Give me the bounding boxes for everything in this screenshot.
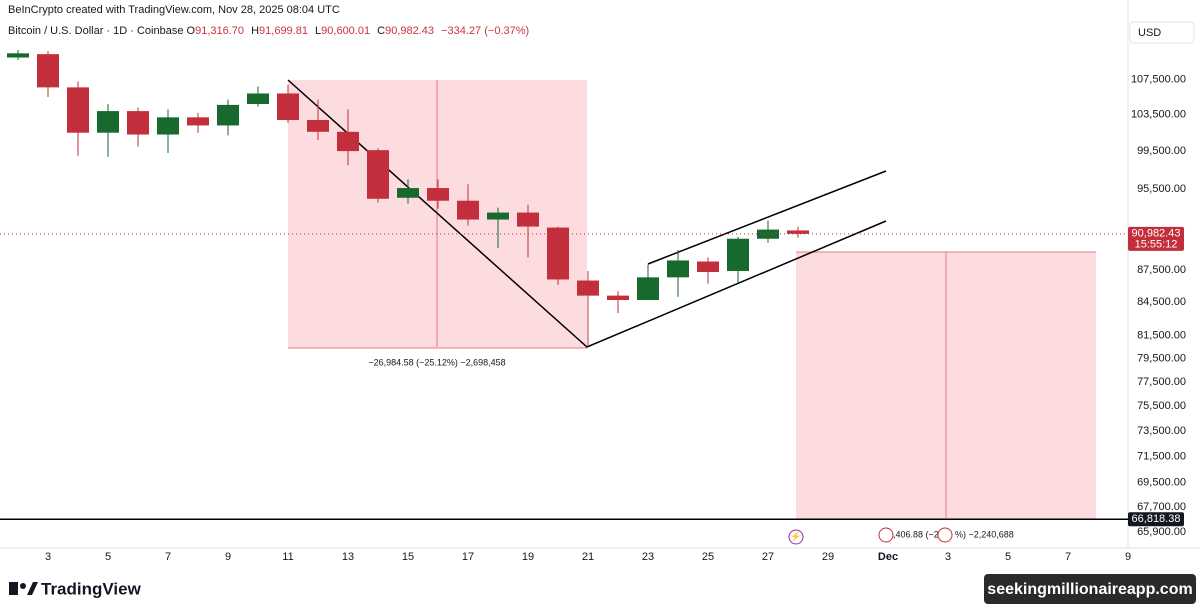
candle-body: [157, 117, 179, 135]
candle-body: [607, 295, 629, 300]
y-tick-label: 103,500.00: [1131, 109, 1186, 121]
x-tick-label: 29: [822, 551, 834, 563]
candle-body: [427, 188, 449, 201]
x-tick-label: 19: [522, 551, 534, 563]
watermark-box: [984, 574, 1196, 604]
channel-line: [647, 170, 887, 265]
y-tick-label: 81,500.00: [1137, 329, 1186, 341]
y-tick-label: 69,500.00: [1137, 477, 1186, 489]
ohlc-value: 91,699.81: [259, 25, 308, 37]
x-tick-label: 21: [582, 551, 594, 563]
candle-body: [457, 200, 479, 220]
candle-body: [217, 104, 239, 126]
x-tick-label: 15: [402, 551, 414, 563]
y-tick-label: 95,500.00: [1137, 183, 1186, 195]
ohlc-key: O: [186, 25, 196, 37]
candle-body: [307, 120, 329, 132]
x-tick-label: 23: [642, 551, 654, 563]
ohlc-key: C: [377, 25, 386, 37]
annotation: %) −2,240,688: [955, 529, 1014, 539]
y-tick-label: 77,500.00: [1137, 376, 1186, 388]
candle-body: [787, 230, 809, 234]
x-tick-label: 9: [1125, 551, 1131, 563]
candle-body: [127, 111, 149, 135]
currency-box[interactable]: [1129, 21, 1195, 44]
candle-body: [397, 188, 419, 198]
level-label: 66,818.38: [1132, 513, 1181, 525]
last-price-box: [1128, 226, 1184, 251]
y-tick-label: 67,700.00: [1137, 501, 1186, 513]
x-tick-label: 9: [225, 551, 231, 563]
last-price-label: 90,982.43: [1132, 228, 1181, 240]
level-box: [1128, 512, 1184, 527]
currency: USD: [1138, 27, 1161, 39]
candle-body: [367, 150, 389, 199]
y-tick-label: 71,500.00: [1137, 451, 1186, 463]
candle-body: [667, 260, 689, 278]
event-flag[interactable]: [878, 527, 894, 543]
candle-body: [697, 261, 719, 273]
candle-body: [67, 87, 89, 133]
ohlc-key: H: [251, 25, 260, 37]
y-tick-label: 73,500.00: [1137, 425, 1186, 437]
x-tick-label: 17: [462, 551, 474, 563]
y-tick-label: 99,500.00: [1137, 145, 1186, 157]
candle-body: [247, 93, 269, 105]
ohlc-key: L: [315, 25, 322, 37]
x-tick-label: 7: [1065, 551, 1071, 563]
candle-body: [577, 280, 599, 296]
candle-body: [187, 117, 209, 126]
candle-body: [517, 212, 539, 227]
candle-body: [547, 227, 569, 280]
candle-body: [337, 131, 359, 152]
ohlc-value: 90,600.01: [321, 25, 371, 37]
tv-logo: [9, 582, 38, 595]
candle-body: [637, 277, 659, 300]
x-tick-label: 7: [165, 551, 171, 563]
logo-text: TradingView: [41, 579, 142, 598]
x-tick-label: 11: [282, 551, 293, 563]
x-tick-label: 5: [1005, 551, 1011, 563]
change: −334.27 (−0.37%): [441, 25, 530, 37]
candle-body: [277, 93, 299, 121]
candle-body: [97, 111, 119, 133]
y-tick-label: 75,500.00: [1137, 400, 1186, 412]
y-tick-label: 79,500.00: [1137, 352, 1186, 364]
event-icon-glyph: ⚡: [790, 530, 801, 542]
y-tick-label: 107,500.00: [1131, 74, 1186, 86]
x-tick-label: 3: [945, 551, 951, 563]
ohlc-value: 91,316.70: [195, 25, 245, 37]
symbol: Bitcoin / U.S. Dollar · 1D · Coinbase: [8, 25, 184, 37]
event-flag[interactable]: [937, 527, 953, 543]
credit: BeInCrypto created with TradingView.com,…: [8, 4, 340, 16]
x-tick-label: Dec: [878, 551, 898, 563]
symbol-bar: Bitcoin / U.S. Dollar · 1D · Coinbase O9…: [8, 25, 533, 37]
x-tick-label: 27: [762, 551, 774, 563]
x-tick-label: 3: [45, 551, 51, 563]
candle-body: [37, 54, 59, 88]
y-tick-label: 84,500.00: [1137, 296, 1186, 308]
candle-body: [487, 212, 509, 220]
x-tick-label: 13: [342, 551, 354, 563]
annotation: ,406.88 (−2: [893, 529, 939, 539]
watermark: seekingmillionaireapp.com: [987, 581, 1192, 598]
countdown: 15:55:12: [1135, 239, 1178, 251]
candle-body: [7, 53, 29, 58]
x-tick-label: 25: [702, 551, 714, 563]
y-tick-label: 65,900.00: [1137, 526, 1186, 538]
y-tick-label: 87,500.00: [1137, 264, 1186, 276]
event-icon[interactable]: [788, 529, 804, 545]
x-tick-label: 5: [105, 551, 111, 563]
candle-body: [727, 238, 749, 271]
ohlc-value: 90,982.43: [385, 25, 435, 37]
annotation: −26,984.58 (−25.12%) −2,698,458: [368, 357, 505, 367]
